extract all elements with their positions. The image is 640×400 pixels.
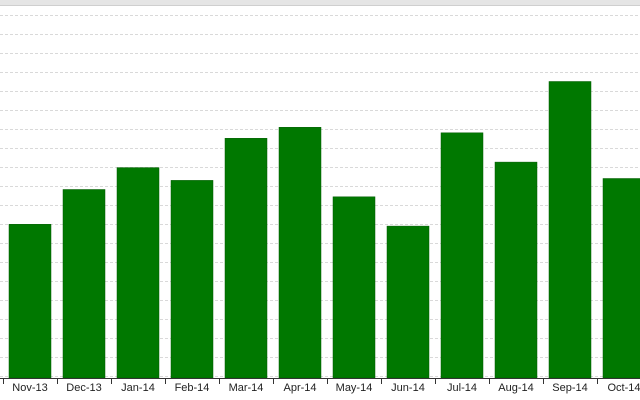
bar-dec-13[interactable] [62,189,106,379]
bar-mar-14[interactable] [224,138,268,379]
bar-nov-13[interactable] [8,224,52,379]
x-tick-label: Dec-13 [66,382,101,394]
x-tick-label: Jun-14 [391,382,425,394]
bar-apr-14[interactable] [278,127,322,379]
x-tick-label: Mar-14 [229,382,264,394]
bar-may-14[interactable] [332,196,376,379]
x-tick-label: Aug-14 [498,382,533,394]
x-tick-label: Feb-14 [175,382,210,394]
x-tick-label: Oct-14 [607,382,640,394]
bar-jul-14[interactable] [440,132,484,379]
top-band [0,0,640,5]
x-tick-label: May-14 [336,382,373,394]
bar-sep-14[interactable] [548,81,592,379]
x-axis: Nov-13 Dec-13 Jan-14 Feb-14 Mar-14 Apr-14 May-… [0,378,640,394]
x-tick-label: Sep-14 [552,382,587,394]
x-tick-label: Apr-14 [283,382,316,394]
x-tick-label: Jul-14 [447,382,477,394]
bar-jun-14[interactable] [386,225,430,379]
bar-jan-14[interactable] [116,167,160,379]
bar-aug-14[interactable] [494,161,538,379]
bar-oct-14[interactable] [602,178,640,379]
x-tick-label: Nov-13 [12,382,47,394]
bar-feb-14[interactable] [170,180,214,379]
bars [8,81,640,379]
x-tick-label: Jan-14 [121,382,155,394]
